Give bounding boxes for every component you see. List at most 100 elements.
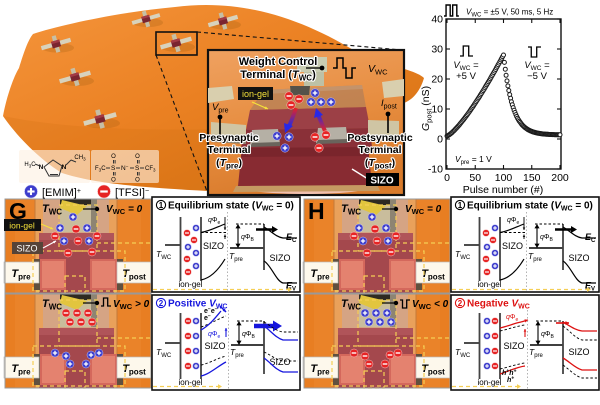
- svg-text:TWC: TWC: [455, 249, 471, 261]
- svg-text:Pulse number (#): Pulse number (#): [463, 184, 544, 196]
- svg-text:TWC: TWC: [341, 298, 361, 312]
- svg-text:qΦB: qΦB: [541, 331, 555, 340]
- svg-text:VWC = ±5 V, 50 ms, 5 Hz: VWC = ±5 V, 50 ms, 5 Hz: [466, 8, 553, 19]
- svg-text:N−: N−: [121, 164, 129, 172]
- svg-text:SIZO: SIZO: [502, 241, 523, 251]
- svg-text:ion-gel: ion-gel: [477, 280, 501, 289]
- svg-text:ion-gel: ion-gel: [9, 221, 35, 231]
- svg-text:100: 100: [495, 172, 513, 184]
- svg-text:H3C: H3C: [24, 162, 36, 169]
- svg-text:TWC: TWC: [42, 298, 62, 312]
- svg-text:N: N: [62, 164, 67, 171]
- svg-text:SIZO: SIZO: [203, 241, 224, 251]
- svg-text:O: O: [111, 178, 116, 184]
- svg-text:40: 40: [431, 14, 443, 26]
- svg-text:SIZO: SIZO: [269, 357, 290, 367]
- svg-text:F3C: F3C: [95, 166, 106, 173]
- svg-text:EV: EV: [585, 281, 595, 293]
- svg-text:Terminal: Terminal: [359, 144, 402, 156]
- svg-text:Tpre: Tpre: [529, 347, 544, 359]
- svg-text:0: 0: [444, 172, 450, 184]
- svg-text:Tpre: Tpre: [230, 347, 245, 359]
- svg-text:Vpre: Vpre: [212, 102, 229, 115]
- svg-text:h+h+: h+h+: [502, 369, 516, 378]
- svg-text:Vpre = 1 V: Vpre = 1 V: [455, 154, 492, 166]
- svg-text:CH3: CH3: [74, 155, 86, 162]
- svg-text:50: 50: [469, 172, 481, 184]
- svg-text:SIZO: SIZO: [503, 341, 524, 351]
- svg-text:H: H: [308, 198, 325, 224]
- svg-text:2: 2: [458, 299, 463, 308]
- svg-text:30: 30: [431, 44, 443, 56]
- svg-text:SIZO: SIZO: [568, 347, 589, 357]
- svg-text:qΦe: qΦe: [506, 314, 519, 323]
- svg-text:SIZO: SIZO: [204, 341, 225, 351]
- svg-text:TWC: TWC: [156, 249, 172, 261]
- svg-text:1: 1: [458, 201, 463, 210]
- svg-text:TWC: TWC: [156, 347, 172, 359]
- svg-text:SIZO: SIZO: [370, 176, 394, 187]
- svg-text:VWC: VWC: [368, 63, 388, 77]
- svg-text:150: 150: [523, 172, 541, 184]
- svg-text:TWC: TWC: [42, 203, 62, 217]
- svg-text:Gpost (nS): Gpost (nS): [420, 86, 434, 131]
- svg-text:TWC: TWC: [455, 347, 471, 359]
- svg-text:EC: EC: [585, 232, 596, 244]
- svg-text:qΦe: qΦe: [208, 331, 221, 340]
- svg-text:O: O: [111, 154, 116, 160]
- svg-text:20: 20: [431, 74, 443, 86]
- svg-text:200: 200: [551, 172, 569, 184]
- svg-text:S: S: [135, 165, 140, 172]
- svg-text:qΦB: qΦB: [242, 331, 256, 340]
- svg-text:10: 10: [431, 104, 443, 116]
- svg-text:VWC =: VWC =: [524, 60, 550, 72]
- svg-text:2: 2: [159, 299, 164, 308]
- svg-text:O: O: [135, 154, 140, 160]
- svg-text:e−: e−: [204, 314, 211, 323]
- svg-text:-10: -10: [428, 164, 443, 176]
- svg-text:EV: EV: [286, 281, 296, 293]
- svg-text:Terminal: Terminal: [208, 144, 251, 156]
- svg-text:Negative VWC: Negative VWC: [467, 299, 530, 311]
- svg-text:qΦB: qΦB: [540, 234, 554, 243]
- svg-text:0: 0: [437, 134, 443, 146]
- svg-text:Ipost: Ipost: [381, 98, 397, 111]
- svg-text:Tpre: Tpre: [528, 251, 543, 263]
- svg-text:ion-gel: ion-gel: [178, 280, 202, 289]
- svg-text:Equilibrium state (VWC = 0): Equilibrium state (VWC = 0): [467, 201, 593, 213]
- svg-text:Equilibrium state (VWC = 0): Equilibrium state (VWC = 0): [168, 201, 294, 213]
- svg-text:1: 1: [159, 201, 164, 210]
- svg-text:(Tpre): (Tpre): [216, 157, 242, 171]
- svg-text:[EMIM]+: [EMIM]+: [42, 187, 81, 199]
- svg-text:SIZO: SIZO: [269, 253, 290, 263]
- svg-text:qΦe: qΦe: [507, 217, 520, 226]
- svg-text:G: G: [9, 198, 27, 224]
- svg-text:VWC = 0: VWC = 0: [405, 204, 442, 216]
- svg-text:e−e−: e−e−: [204, 307, 218, 316]
- svg-text:ion-gel: ion-gel: [178, 378, 202, 387]
- svg-text:VWC < 0: VWC < 0: [412, 299, 449, 311]
- svg-text:ion-gel: ion-gel: [242, 89, 269, 99]
- svg-text:Tpre: Tpre: [229, 251, 244, 263]
- svg-text:h+: h+: [507, 376, 514, 385]
- svg-text:VWC > 0: VWC > 0: [113, 299, 150, 311]
- svg-text:Postsynaptic: Postsynaptic: [347, 132, 413, 144]
- svg-text:O: O: [135, 178, 140, 184]
- svg-text:EC: EC: [286, 232, 297, 244]
- svg-text:ion-gel: ion-gel: [477, 378, 501, 387]
- svg-text:TWC: TWC: [341, 203, 361, 217]
- svg-text:S: S: [111, 165, 116, 172]
- svg-text:qΦB: qΦB: [241, 234, 255, 243]
- svg-text:[TFSI]−: [TFSI]−: [115, 187, 149, 199]
- svg-text:N: N: [39, 164, 44, 171]
- svg-text:Terminal (TWC): Terminal (TWC): [240, 69, 316, 83]
- svg-text:qΦe: qΦe: [208, 217, 221, 226]
- svg-text:VWC = 0: VWC = 0: [106, 204, 143, 216]
- svg-text:CF3: CF3: [145, 166, 156, 173]
- svg-text:SIZO: SIZO: [16, 244, 37, 254]
- svg-text:VWC =: VWC =: [453, 60, 479, 72]
- svg-text:Weight Control: Weight Control: [239, 56, 318, 68]
- svg-text:SIZO: SIZO: [568, 253, 589, 263]
- svg-text:+5 V: +5 V: [456, 71, 476, 82]
- svg-text:−5 V: −5 V: [527, 71, 547, 82]
